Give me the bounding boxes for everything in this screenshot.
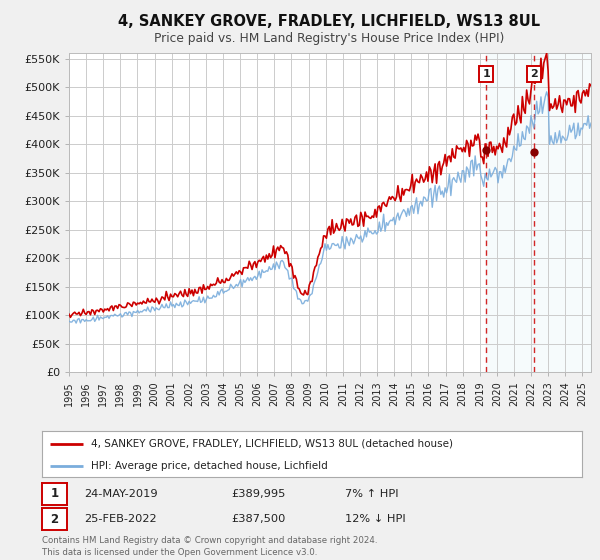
Text: HPI: Average price, detached house, Lichfield: HPI: Average price, detached house, Lich… <box>91 461 328 470</box>
Text: 2: 2 <box>50 512 59 526</box>
Text: 1: 1 <box>50 487 59 501</box>
Bar <box>487 53 591 372</box>
Text: 4, SANKEY GROVE, FRADLEY, LICHFIELD, WS13 8UL (detached house): 4, SANKEY GROVE, FRADLEY, LICHFIELD, WS1… <box>91 438 452 449</box>
Text: 1: 1 <box>482 69 490 79</box>
Text: Price paid vs. HM Land Registry's House Price Index (HPI): Price paid vs. HM Land Registry's House … <box>154 32 504 45</box>
Text: Contains HM Land Registry data © Crown copyright and database right 2024.
This d: Contains HM Land Registry data © Crown c… <box>42 536 377 557</box>
Text: 4, SANKEY GROVE, FRADLEY, LICHFIELD, WS13 8UL: 4, SANKEY GROVE, FRADLEY, LICHFIELD, WS1… <box>118 14 540 29</box>
Text: 24-MAY-2019: 24-MAY-2019 <box>84 489 158 499</box>
Text: £389,995: £389,995 <box>231 489 286 499</box>
Text: £387,500: £387,500 <box>231 514 286 524</box>
Text: 7% ↑ HPI: 7% ↑ HPI <box>345 489 398 499</box>
Text: 25-FEB-2022: 25-FEB-2022 <box>84 514 157 524</box>
Text: 12% ↓ HPI: 12% ↓ HPI <box>345 514 406 524</box>
Text: 2: 2 <box>530 69 538 79</box>
